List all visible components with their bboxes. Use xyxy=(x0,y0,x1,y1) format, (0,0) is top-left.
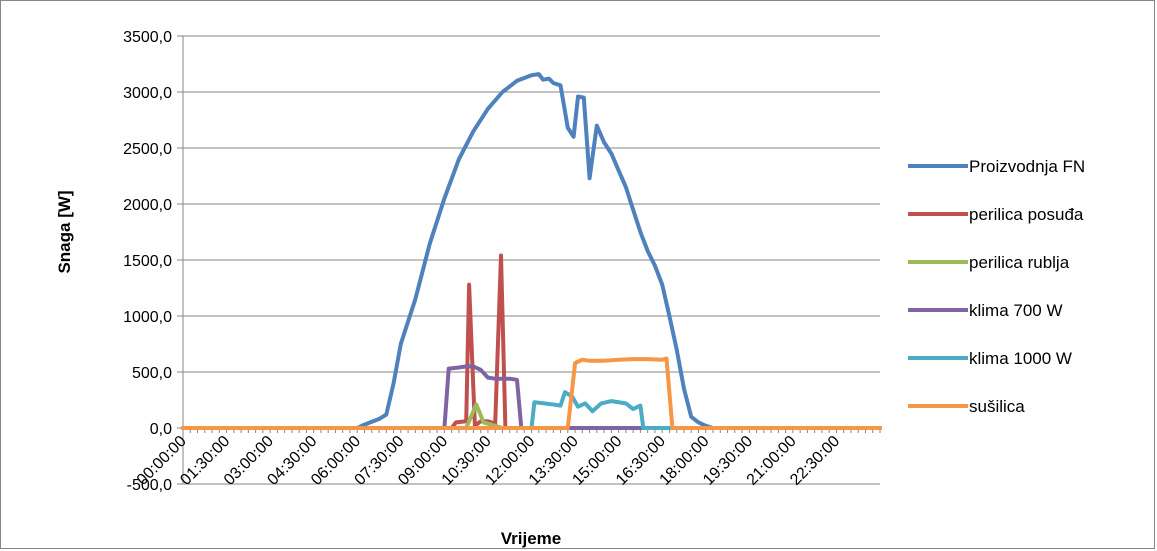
y-tick-label: 3000,0 xyxy=(123,85,172,102)
legend-label: perilica posuđa xyxy=(969,205,1084,224)
legend-label: klima 1000 W xyxy=(969,349,1072,368)
y-tick-label: 500,0 xyxy=(132,365,172,382)
y-tick-label: 1000,0 xyxy=(123,309,172,326)
series-lines xyxy=(181,72,882,430)
series-line xyxy=(181,253,882,430)
grid-lines xyxy=(183,35,880,485)
y-tick-label: 3500,0 xyxy=(123,29,172,46)
legend: Proizvodnja FN perilica posuđa perilica ru… xyxy=(908,157,1085,416)
legend-label: klima 700 W xyxy=(969,301,1063,320)
y-tick-label: -500,0 xyxy=(127,477,172,494)
y-tick-label: 2500,0 xyxy=(123,141,172,158)
x-axis-tick-labels: 00:00:0001:30:0003:00:0004:30:0006:00:00… xyxy=(134,433,844,489)
y-tick-label: 0,0 xyxy=(150,421,172,438)
x-axis-title: Vrijeme xyxy=(501,529,562,548)
series-line xyxy=(181,390,882,430)
legend-label: sušilica xyxy=(969,397,1025,416)
y-axis-ticks: 3500,0 3000,0 2500,0 2000,0 1500,0 1000,0 500,… xyxy=(123,29,183,494)
series-line xyxy=(181,72,882,430)
legend-label: perilica rublja xyxy=(969,253,1070,272)
y-tick-label: 2000,0 xyxy=(123,197,172,214)
legend-label: Proizvodnja FN xyxy=(969,157,1085,176)
series-line xyxy=(181,364,882,430)
y-axis-title: Snaga [W] xyxy=(55,190,74,273)
y-tick-label: 1500,0 xyxy=(123,253,172,270)
series-line xyxy=(181,356,882,430)
